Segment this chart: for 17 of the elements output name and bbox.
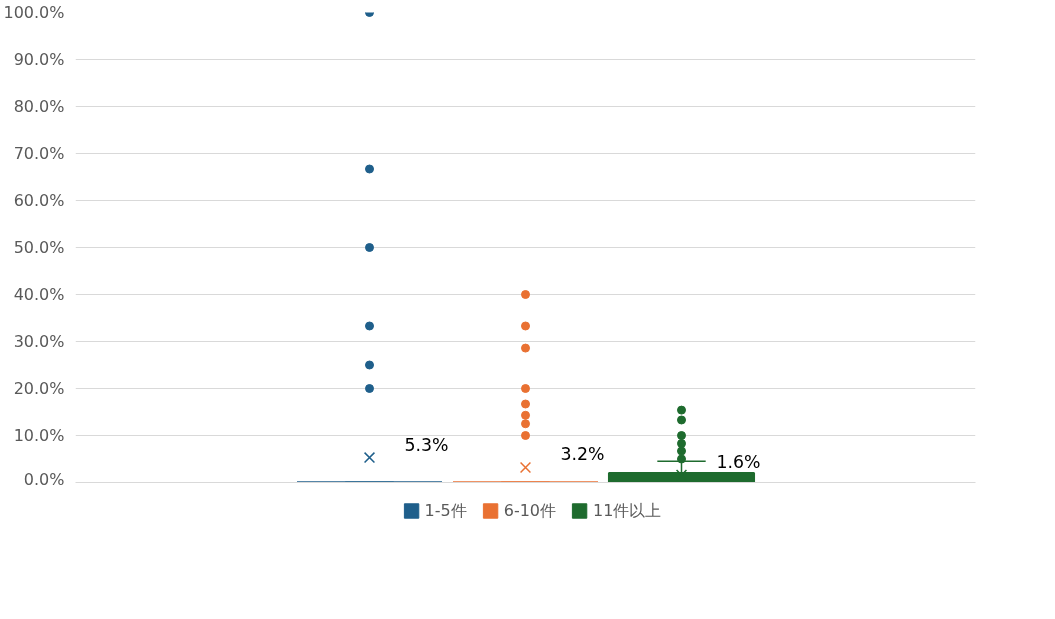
y-tick-label: 60.0% [13, 191, 65, 210]
y-tick-label: 10.0% [13, 426, 65, 445]
legend-label: 1-5件 [424, 500, 467, 521]
y-tick-label: 100.0% [3, 3, 65, 22]
y-tick-label: 20.0% [13, 379, 65, 398]
y-tick-label: 90.0% [13, 50, 65, 69]
y-tick-label: 0.0% [23, 469, 65, 489]
annotation: 5.3% [404, 434, 449, 455]
y-tick-label: 70.0% [13, 144, 65, 163]
legend-label: 6-10件 [503, 500, 557, 521]
legend-label: 11件以上 [593, 500, 662, 521]
y-tick-label: 40.0% [13, 285, 65, 304]
y-tick-label: 50.0% [13, 238, 65, 257]
y-tick-label: 30.0% [13, 332, 65, 351]
y-tick-label: 80.0% [13, 97, 65, 116]
annotation: 3.2% [560, 444, 605, 465]
annotation: 1.6% [716, 451, 761, 472]
